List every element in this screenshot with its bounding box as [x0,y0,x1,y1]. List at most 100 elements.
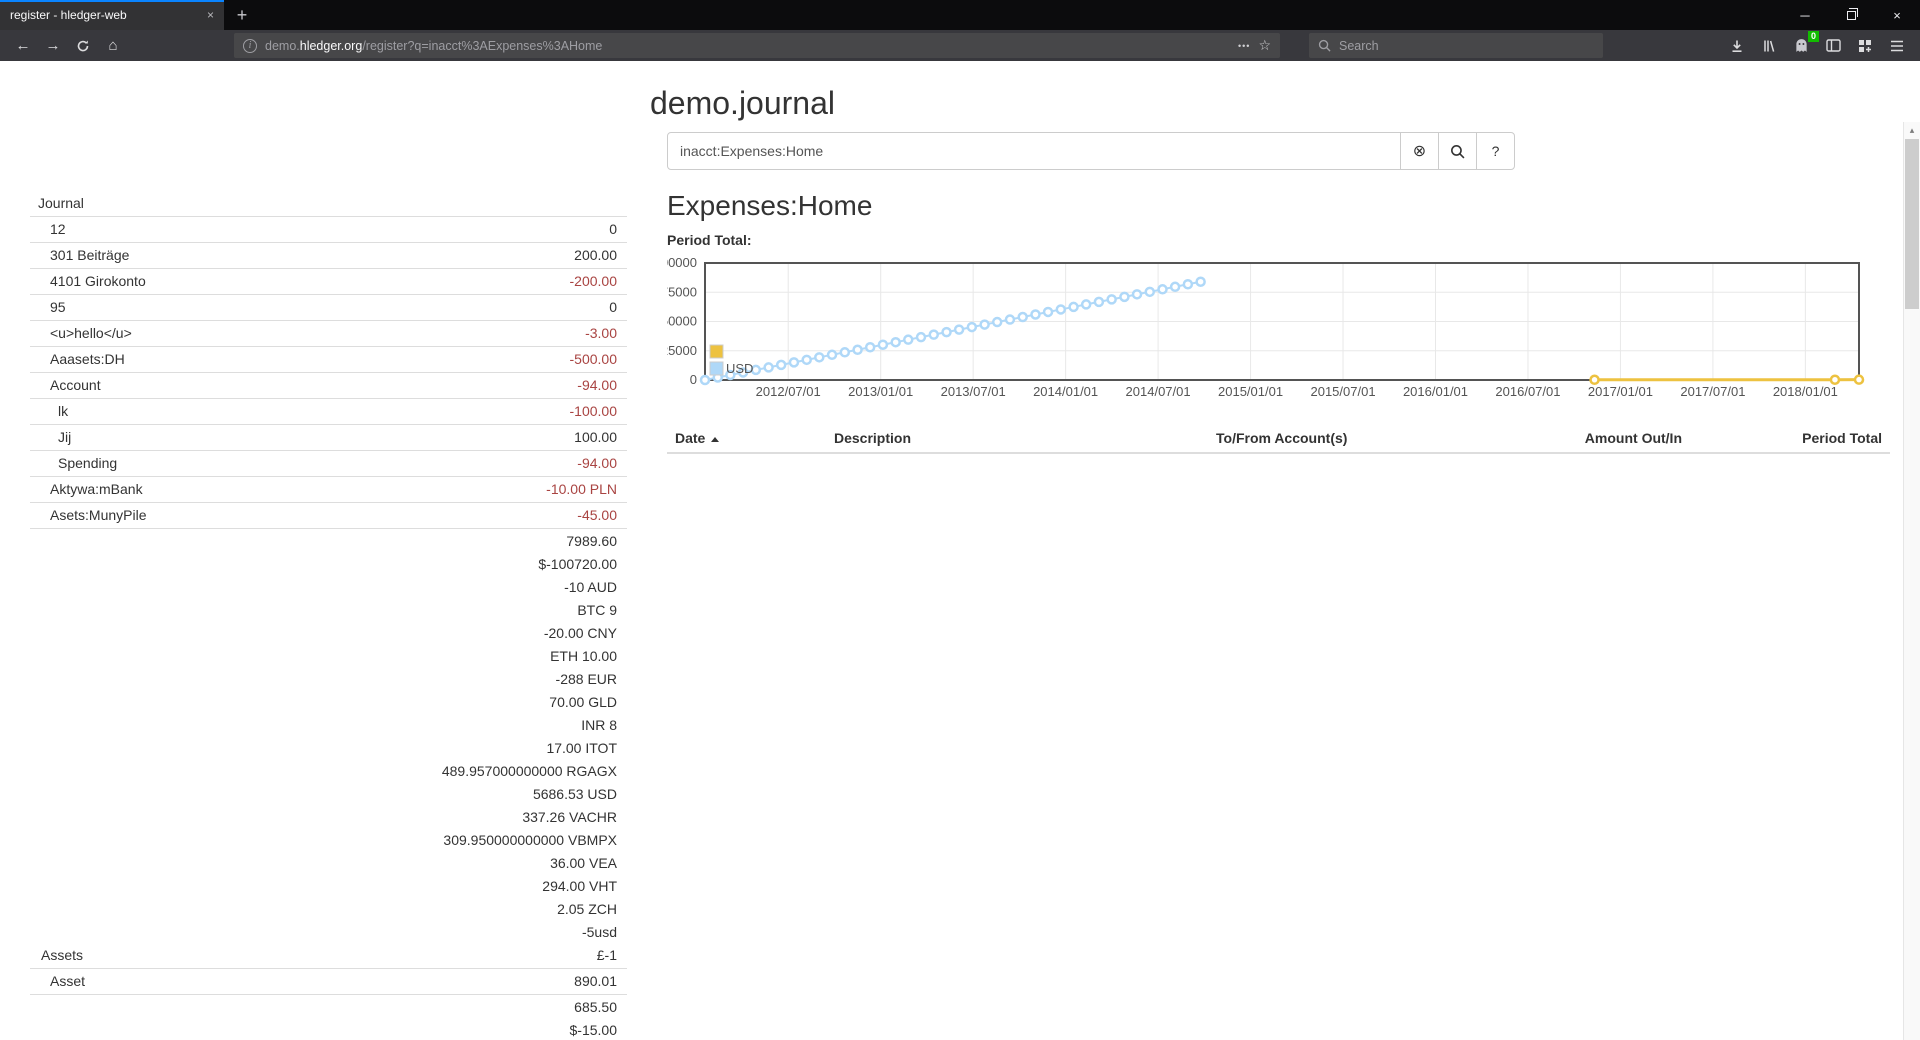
sidebar-account-link[interactable]: Account [50,377,101,393]
sidebar-account-link[interactable]: Asset [50,973,86,989]
menu-hamburger-icon[interactable] [1882,33,1912,59]
main-panel: demo.journal ⊗ ? Expenses:Home Period To… [650,61,1890,454]
column-header-date[interactable]: Date [667,424,826,454]
sidebar-account-row: Assets 7989.60 $-100720.00 -10 AUD BTC 9 -20.… [30,528,627,969]
sidebar-account-link[interactable]: Aktywa:mBank [50,481,143,497]
sidebar-account-link[interactable]: Jij [58,429,72,445]
site-info-icon[interactable]: i [243,38,257,53]
sidebar-account-link[interactable]: 301 Beiträge [50,247,130,263]
extensions-grid-icon[interactable] [1850,33,1880,59]
svg-text:2013/07/01: 2013/07/01 [941,384,1006,399]
reload-icon [77,40,89,51]
sidebar-account-link[interactable]: lk [58,403,69,419]
sidebar-account-balance: -45.00 [261,502,627,529]
clear-query-button[interactable]: ⊗ [1400,132,1439,170]
tab-title: register - hledger-web [10,8,127,22]
svg-text:75000: 75000 [667,284,697,299]
page-actions-icon[interactable]: ••• [1237,40,1251,51]
svg-text:0: 0 [690,372,697,387]
page-scrollbar[interactable]: ▴ ▾ [1903,122,1920,1040]
sidebar-account-balance: 100.00 [261,424,627,451]
sidebar-accounts-body: Journal 12 0 301 Beiträge 200.00 4101 Giroko… [30,191,627,1040]
sidebar-account-row: Account -94.00 [30,372,627,399]
browser-search-field[interactable]: Search [1309,33,1603,58]
svg-text:2016/07/01: 2016/07/01 [1495,384,1560,399]
sidebar-account-row: Jij 100.00 [30,424,627,451]
sidebar-toggle-icon[interactable] [1818,33,1848,59]
search-placeholder: Search [1339,38,1379,53]
sidebar-account-balance: 685.50$-15.00-10 AUD-30.00 USD [261,994,627,1040]
sidebar: Journal 12 0 301 Beiträge 200.00 4101 Giroko… [30,191,627,1040]
url-bar[interactable]: i demo.hledger.org/register?q=inacct%3AE… [234,33,1280,58]
library-icon[interactable] [1754,33,1784,59]
window-restore-button[interactable] [1828,0,1874,30]
query-form: ⊗ ? [667,132,1890,170]
sidebar-account-link[interactable]: 12 [50,221,66,237]
sidebar-account-balance: -500.00 [261,346,627,373]
sidebar-account-link[interactable]: 95 [50,299,66,315]
sidebar-account-row: 301 Beiträge 200.00 [30,242,627,269]
bookmark-star-icon[interactable]: ☆ [1258,37,1271,53]
sidebar-account-balance: -10.00 PLN [261,476,627,503]
url-domain: hledger.org [299,38,363,53]
sidebar-journal-link[interactable]: Journal [38,195,84,211]
url-path: /register?q=inacct%3AExpenses%3AHome [362,38,603,53]
extension-badge: 0 [1807,30,1819,42]
url-text: demo.hledger.org/register?q=inacct%3AExp… [265,39,1230,53]
reload-button[interactable] [68,33,98,59]
sidebar-account-balance: -3.00 [261,320,627,347]
sort-caret-icon [711,436,720,442]
sidebar-account-link[interactable]: Assets [41,947,84,963]
window-close-button[interactable]: × [1893,7,1901,23]
help-button[interactable]: ? [1476,132,1515,170]
window-minimize-button[interactable]: ─ [1800,7,1810,23]
sidebar-account-balance: -94.00 [261,450,627,477]
sidebar-account-balance: -200.00 [261,268,627,295]
sidebar-account-row: 12 0 [30,216,627,243]
svg-text:2018/01/01: 2018/01/01 [1773,384,1838,399]
column-header-total: Period Total [1690,424,1890,454]
sidebar-account-balance: 200.00 [261,242,627,269]
tab-close-icon[interactable]: × [206,8,214,22]
svg-text:2015/01/01: 2015/01/01 [1218,384,1283,399]
period-total-chart[interactable]: 2012/07/01 2013/01/01 2013/07/01 2014/01/01… [667,250,1890,410]
browser-chrome: register - hledger-web × + ─ × ← → ⌂ i d… [0,0,1920,61]
sidebar-account-balance: -94.00 [261,372,627,399]
scrollbar-thumb[interactable] [1905,139,1919,309]
sidebar-account-link[interactable]: <u>hello</u> [50,325,132,341]
scroll-up-arrow[interactable]: ▴ [1909,125,1915,135]
svg-text:2017/07/01: 2017/07/01 [1680,384,1745,399]
sidebar-account-row: Aktywa:mBank -10.00 PLN [30,476,627,503]
period-total-label: Period Total: [667,232,752,248]
sidebar-account-row: <u>hello</u> -3.00 [30,320,627,347]
sidebar-journal-row: Journal [30,191,627,217]
search-submit-button[interactable] [1438,132,1477,170]
register-table: Date Description To/From Account(s) Amou… [667,424,1890,454]
search-icon [1318,39,1331,52]
new-tab-button[interactable]: + [236,4,248,25]
browser-toolbar: ← → ⌂ i demo.hledger.org/register?q=inac… [0,30,1920,61]
sidebar-account-link[interactable]: Spending [58,455,118,471]
sidebar-account-link[interactable]: 4101 Girokonto [50,273,146,289]
sidebar-account-row: 95 0 [30,294,627,321]
back-button[interactable]: ← [15,37,31,54]
sidebar-account-row: lk -100.00 [30,398,627,425]
query-input[interactable] [667,132,1401,170]
browser-tab[interactable]: register - hledger-web × [0,0,224,30]
sidebar-account-balance: 0 [261,294,627,321]
magnifier-icon [1451,144,1465,158]
home-button[interactable]: ⌂ [108,37,118,54]
restore-icon [1846,7,1858,20]
page-content: Journal 12 0 301 Beiträge 200.00 4101 Giroko… [0,61,1920,1040]
sidebar-account-link[interactable]: Asets:MunyPile [50,507,147,523]
column-header-account: To/From Account(s) [1208,424,1528,454]
extension-ghostery-icon[interactable]: 0 [1786,30,1819,59]
sidebar-accounts-table: Journal 12 0 301 Beiträge 200.00 4101 Giroko… [30,191,627,1040]
column-header-amount: Amount Out/In [1528,424,1690,454]
svg-text:2013/01/01: 2013/01/01 [848,384,913,399]
downloads-icon[interactable] [1722,33,1752,59]
forward-button[interactable]: → [45,37,61,54]
sidebar-account-balance: 0 [261,216,627,243]
svg-text:2014/07/01: 2014/07/01 [1126,384,1191,399]
sidebar-account-link[interactable]: Aaasets:DH [50,351,125,367]
